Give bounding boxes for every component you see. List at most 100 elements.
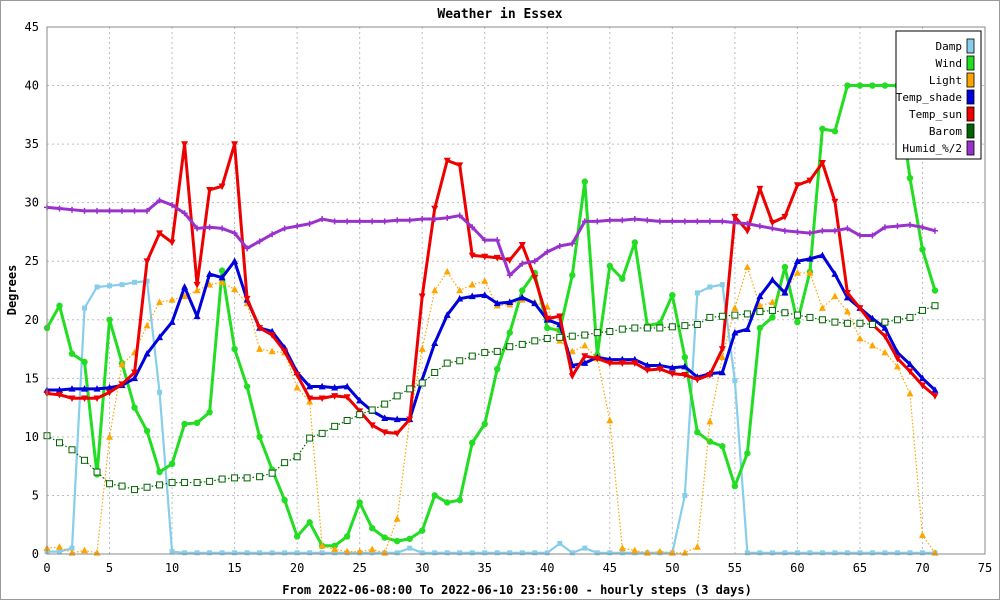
data-point xyxy=(457,550,463,556)
data-point xyxy=(194,550,200,556)
data-point xyxy=(643,324,651,332)
data-point xyxy=(431,492,438,499)
data-point xyxy=(919,246,926,253)
data-point xyxy=(193,419,201,427)
data-point xyxy=(631,239,639,246)
data-point xyxy=(456,357,464,365)
data-point xyxy=(931,287,939,294)
data-point xyxy=(444,550,450,556)
data-point xyxy=(81,546,89,554)
data-point xyxy=(656,547,664,555)
plot-frame xyxy=(46,26,986,555)
data-point xyxy=(143,321,151,329)
data-point xyxy=(818,160,826,167)
x-tick-label: 20 xyxy=(290,561,304,575)
data-point xyxy=(318,429,326,437)
data-point xyxy=(368,545,376,553)
data-point xyxy=(506,257,514,264)
data-point xyxy=(482,550,488,556)
data-point xyxy=(407,545,413,551)
legend-swatch xyxy=(966,72,975,88)
data-point xyxy=(206,224,213,231)
data-point xyxy=(781,227,788,234)
data-point xyxy=(544,248,551,255)
data-point xyxy=(881,318,889,326)
data-point xyxy=(381,414,389,421)
data-point xyxy=(468,352,476,360)
data-point xyxy=(831,318,839,326)
data-point xyxy=(331,218,338,225)
data-point xyxy=(694,290,700,296)
x-tick-label: 5 xyxy=(106,561,113,575)
series-line xyxy=(46,142,936,435)
data-point xyxy=(294,223,301,230)
data-point xyxy=(444,499,451,506)
data-point xyxy=(718,353,726,361)
data-point xyxy=(81,358,88,366)
data-point xyxy=(668,370,676,378)
data-point xyxy=(182,550,188,556)
data-point xyxy=(181,210,188,217)
data-point xyxy=(356,218,363,225)
data-point xyxy=(781,263,789,271)
data-point xyxy=(481,291,489,298)
data-point xyxy=(68,395,76,403)
data-point xyxy=(193,286,201,294)
data-point xyxy=(456,162,464,169)
data-point xyxy=(631,324,639,332)
data-point xyxy=(468,280,476,288)
data-point xyxy=(244,245,251,252)
data-point xyxy=(931,302,939,310)
data-point xyxy=(782,550,788,556)
data-point xyxy=(831,292,839,300)
data-point xyxy=(131,369,139,377)
data-point xyxy=(493,254,501,262)
data-point xyxy=(543,315,551,323)
y-tick-label: 25 xyxy=(25,254,39,268)
data-point xyxy=(106,207,113,214)
data-point xyxy=(793,311,801,319)
data-point xyxy=(681,362,689,370)
data-point xyxy=(393,537,401,545)
data-point xyxy=(693,376,701,384)
data-point xyxy=(557,540,563,546)
data-point xyxy=(856,319,864,327)
data-point xyxy=(343,382,351,390)
data-point xyxy=(369,550,375,556)
data-point xyxy=(168,296,176,303)
data-point xyxy=(543,335,551,343)
legend-swatch xyxy=(966,89,975,105)
data-point xyxy=(731,219,738,226)
data-point xyxy=(419,216,426,223)
data-point xyxy=(743,310,751,318)
data-point xyxy=(893,355,901,363)
data-point xyxy=(856,305,864,312)
data-point xyxy=(906,368,914,376)
data-point xyxy=(156,333,164,341)
data-point xyxy=(94,284,100,290)
data-point xyxy=(806,230,813,237)
data-point xyxy=(68,385,76,392)
data-point xyxy=(594,218,601,225)
data-point xyxy=(193,312,201,320)
data-point xyxy=(631,360,639,367)
data-point xyxy=(806,269,814,276)
data-point xyxy=(257,550,263,556)
data-point xyxy=(781,309,789,317)
data-point xyxy=(881,224,888,231)
data-point xyxy=(444,214,451,221)
data-point xyxy=(881,82,889,89)
data-point xyxy=(343,547,351,555)
data-point xyxy=(494,237,501,244)
data-point xyxy=(218,475,226,483)
data-point xyxy=(356,499,363,506)
x-tick-label: 65 xyxy=(853,561,867,575)
data-point xyxy=(343,394,351,401)
data-point xyxy=(306,220,313,227)
data-point xyxy=(69,545,75,551)
data-point xyxy=(169,549,175,555)
data-point xyxy=(719,282,725,288)
data-point xyxy=(756,185,764,193)
data-point xyxy=(231,285,239,293)
data-point xyxy=(144,278,150,284)
